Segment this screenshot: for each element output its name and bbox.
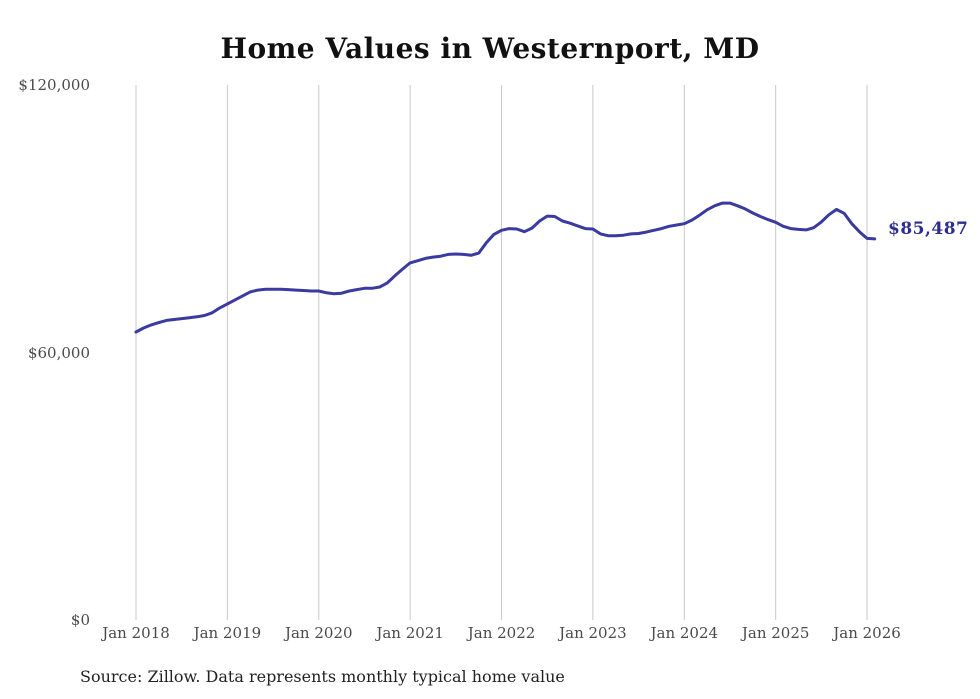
gridlines	[135, 85, 868, 620]
x-axis-tick-label: Jan 2026	[833, 624, 901, 642]
x-axis-tick-label: Jan 2018	[102, 624, 170, 642]
end-value-label: $85,487	[888, 219, 969, 239]
x-axis-tick-label: Jan 2022	[467, 624, 536, 642]
y-axis-tick-label: $60,000	[27, 343, 90, 362]
y-axis-tick-label: $0	[70, 611, 90, 629]
x-axis-tick-label: Jan 2020	[284, 624, 353, 642]
x-axis-tick-label: Jan 2024	[650, 624, 719, 642]
home-value-line	[134, 201, 877, 334]
x-axis-tick-label: Jan 2021	[376, 624, 444, 642]
y-axis-tick-label: $120,000	[18, 76, 90, 94]
x-axis-tick-label: Jan 2025	[741, 624, 810, 642]
chart-title: Home Values in Westernport, MD	[220, 32, 760, 65]
x-axis-tick-label: Jan 2023	[559, 624, 627, 642]
source-note: Source: Zillow. Data represents monthly …	[80, 667, 565, 686]
x-axis-tick-label: Jan 2019	[193, 624, 262, 642]
